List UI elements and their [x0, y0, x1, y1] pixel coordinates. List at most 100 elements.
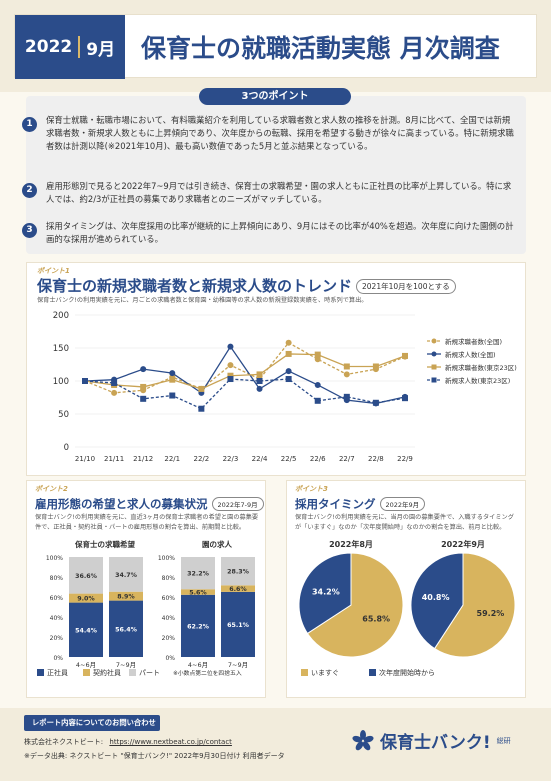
bar-label: 28.3%: [227, 569, 250, 576]
section1-tag: ポイント1: [37, 267, 70, 275]
brand-logo: 保育士バンク! 総研: [352, 728, 511, 753]
bar-label: 56.4%: [115, 626, 138, 633]
data-point: [314, 351, 321, 358]
y-tick-label: 0%: [53, 655, 63, 662]
legend-label: いますぐ: [311, 669, 339, 677]
point-text-3: 採用タイミングは、次年度採用の比率が継続的に上昇傾向にあり、9月にはその比率が4…: [46, 221, 514, 244]
x-tick-label: 22/2: [193, 455, 209, 463]
y-tick-label: 80%: [50, 575, 64, 582]
data-point: [140, 366, 147, 373]
bar-segment: [69, 602, 103, 657]
data-point: [227, 343, 234, 350]
data-point: [140, 395, 147, 402]
y-tick-label: 40%: [162, 615, 176, 622]
y-tick-label: 50: [58, 410, 69, 420]
data-point: [169, 376, 176, 383]
point-item-3: 3 採用タイミングは、次年度採用の比率が継続的に上昇傾向にあり、9月にはその比率…: [22, 220, 516, 246]
x-tick-label: 22/4: [252, 455, 268, 463]
header-box: 2022 9月 保育士の就職活動実態 月次調査: [14, 14, 537, 79]
legend-label: 正社員: [47, 668, 68, 677]
data-point: [285, 350, 292, 357]
data-point: [343, 393, 350, 400]
x-tick-label: 22/8: [368, 455, 384, 463]
data-point: [314, 356, 321, 363]
legend-label: 新規求職者数(東京23区): [445, 363, 517, 372]
data-point: [402, 352, 408, 359]
data-point: [402, 395, 408, 402]
x-tick-label: 22/7: [339, 455, 355, 463]
legend-swatch: [369, 669, 376, 676]
y-tick-label: 100%: [46, 555, 63, 562]
data-point: [198, 385, 205, 392]
legend-marker: [431, 351, 437, 357]
bar-segment: [181, 594, 215, 657]
legend-label: 新規求人数(東京23区): [445, 376, 510, 385]
x-tick-label: 21/10: [75, 455, 95, 463]
legend-label: パート: [139, 669, 160, 677]
section1-desc: 保育士バンク!の利用実績を元に、月ごとの求職者数と保育園・幼稚園等の求人数の新規…: [37, 297, 368, 304]
section2-title: 雇用形態の希望と求人の募集状況: [35, 497, 208, 511]
y-tick-label: 60%: [162, 595, 176, 602]
legend-label: 新規求職者数(全国): [445, 337, 502, 346]
section3-tag: ポイント3: [295, 485, 328, 493]
data-point: [227, 376, 234, 383]
section2-desc: 保育士バンク!の利用実績を元に、直近3ヶ月の保育士求職者の希望と園の募集要件で、…: [35, 514, 259, 531]
series-line: [84, 378, 406, 410]
data-point: [314, 397, 321, 404]
company-name: 株式会社ネクストビート:: [24, 738, 104, 746]
data-point: [111, 379, 118, 386]
year-label: 2022: [24, 37, 73, 57]
y-tick-label: 100: [53, 377, 69, 387]
employment-section: ポイント2 雇用形態の希望と求人の募集状況 2022年7-9月 保育士バンク!の利…: [26, 480, 266, 698]
legend-swatch: [83, 669, 90, 676]
bar-label: 62.2%: [187, 623, 210, 630]
section1-title: 保育士の新規求職者数と新規求人数のトレンド: [37, 277, 353, 295]
key-points-label: 3つのポイント: [199, 88, 351, 105]
bar-chart-title: 園の求人: [202, 539, 232, 549]
section3-title: 採用タイミング: [295, 497, 376, 511]
pie-title: 2022年9月: [441, 539, 485, 549]
data-point: [140, 383, 147, 390]
bar-label: 9.0%: [77, 596, 95, 603]
y-tick-label: 60%: [50, 595, 64, 602]
point-item-1: 1 保育士就職・転職市場において、有料職業紹介を利用している求職者数と求人数の推…: [22, 114, 516, 153]
logo-sub: 総研: [496, 736, 511, 745]
section2-pill: 2022年7-9月: [211, 496, 264, 511]
pie-label: 65.8%: [362, 615, 390, 624]
section3-desc: 保育士バンク!の利用実績を元に、当月の園の募集要件で、入職するタイミングが「いま…: [295, 514, 514, 531]
data-point: [227, 362, 234, 369]
contact-line: 株式会社ネクストビート: https://www.nextbeat.co.jp/…: [24, 737, 232, 747]
legend-marker: [431, 364, 437, 370]
x-tick-label: 4~6月: [188, 661, 208, 669]
contact-link[interactable]: https://www.nextbeat.co.jp/contact: [109, 738, 232, 746]
legend-swatch: [301, 669, 308, 676]
pie-slice: [433, 552, 516, 658]
timing-section: ポイント3 採用タイミング 2022年9月 保育士バンク!の利用実績を元に、当月の…: [286, 480, 526, 698]
year-month-badge: 2022 9月: [15, 15, 125, 79]
y-tick-label: 80%: [162, 575, 176, 582]
flower-logo-icon: [352, 729, 374, 750]
pie-slice: [298, 552, 352, 635]
legend-label: 新規求人数(全国): [445, 350, 496, 359]
section3-pill: 2022年9月: [379, 496, 426, 511]
y-tick-label: 0: [64, 443, 69, 453]
x-tick-label: 21/12: [133, 455, 153, 463]
x-tick-label: 7~9月: [116, 661, 136, 669]
employment-bar-charts: 保育士の求職希望 0% 20% 40% 60% 80% 100% 54.4% 9.0% 36.6%…: [37, 539, 255, 677]
data-point: [111, 389, 118, 396]
bar-label: 36.6%: [75, 573, 98, 580]
data-point: [198, 405, 205, 412]
bar-segment: [181, 589, 215, 595]
legend-marker: [431, 377, 437, 383]
data-point: [372, 363, 379, 370]
x-tick-label: 22/6: [310, 455, 326, 463]
x-tick-label: 7~9月: [228, 661, 248, 669]
year-separator: [78, 36, 81, 58]
bar-segment: [109, 600, 143, 657]
contact-badge: レポート内容についてのお問い合わせ: [24, 715, 160, 731]
legend-marker: [431, 338, 437, 344]
point-item-2: 2 雇用形態別で見ると2022年7~9月では引き続き、保育士の求職希望・園の求人…: [22, 180, 516, 206]
data-point: [169, 370, 176, 377]
rounding-note: ※小数点第二位を四捨五入: [173, 669, 242, 677]
data-point: [285, 376, 292, 383]
